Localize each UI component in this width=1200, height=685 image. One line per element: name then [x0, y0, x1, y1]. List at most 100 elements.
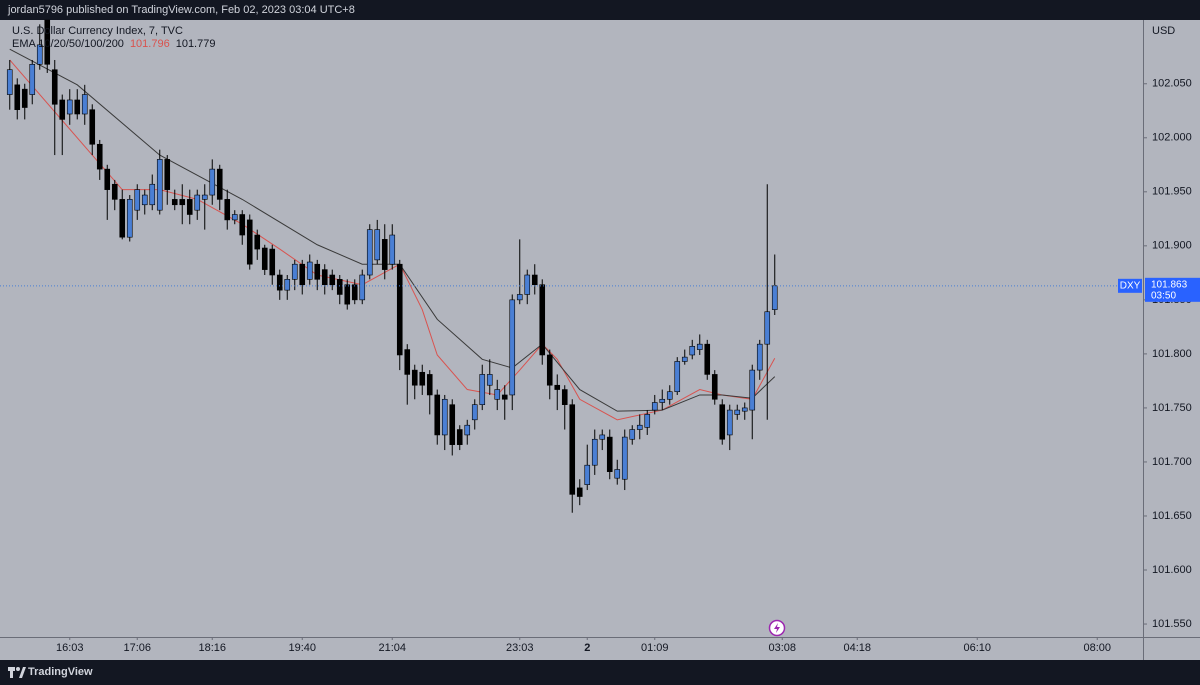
price-tag	[1145, 277, 1200, 302]
candle-body	[666, 391, 673, 400]
lightning-icon	[768, 619, 786, 637]
candle-body	[516, 294, 523, 301]
candle-body	[164, 159, 171, 190]
candle-body	[194, 194, 201, 211]
candle-body	[509, 299, 516, 396]
candle-body	[636, 424, 643, 430]
candle-body	[366, 229, 373, 276]
candle-body	[419, 371, 426, 386]
candle-body	[104, 168, 111, 190]
candle-body	[6, 69, 13, 95]
candle-body	[126, 199, 133, 238]
candle-body	[554, 384, 561, 390]
y-tick-label: 101.800	[1152, 348, 1192, 360]
candle-body	[291, 263, 298, 280]
candle-body	[141, 194, 148, 206]
candle-body	[329, 274, 336, 286]
candle-body	[614, 469, 621, 479]
candle-body	[224, 199, 231, 221]
x-tick-label: 2	[584, 642, 590, 654]
x-tick-label: 04:18	[843, 642, 871, 654]
candle-body	[381, 239, 388, 270]
tradingview-logo	[8, 667, 26, 678]
candle-body	[569, 404, 576, 495]
y-tick-label: 101.950	[1152, 186, 1192, 198]
candle-body	[464, 424, 471, 436]
candle-body	[29, 64, 36, 95]
candle-body	[374, 229, 381, 261]
candle-body	[546, 354, 553, 386]
ema-value: 101.796	[130, 38, 170, 50]
candle-body	[576, 487, 583, 497]
x-tick-label: 01:09	[641, 642, 669, 654]
candle-body	[74, 99, 81, 115]
candle-body	[269, 248, 276, 276]
x-tick-label: 18:16	[198, 642, 226, 654]
candle-body	[351, 284, 358, 301]
x-tick-label: 03:08	[768, 642, 796, 654]
candle-body	[66, 99, 73, 115]
x-tick-label: 16:03	[56, 642, 84, 654]
header-bar	[0, 0, 1200, 20]
y-tick-label: 101.550	[1152, 618, 1192, 630]
candle-body	[261, 247, 268, 270]
candle-body	[411, 369, 418, 386]
candle-body	[561, 389, 568, 405]
candle-body	[171, 199, 178, 206]
indicator-name: EMA 10/20/50/100/200	[12, 38, 124, 50]
candle-body	[456, 429, 463, 445]
candle-body	[396, 263, 403, 356]
candle-body	[531, 274, 538, 286]
candle-body	[726, 409, 733, 436]
candle-body	[284, 279, 291, 291]
candle-body	[501, 394, 508, 400]
candle-body	[149, 183, 156, 206]
candle-body	[471, 404, 478, 421]
candle-body	[389, 234, 396, 265]
chart-background	[0, 20, 1200, 660]
candle-body	[606, 436, 613, 472]
y-tick-label: 101.700	[1152, 456, 1192, 468]
candle-body	[674, 361, 681, 393]
candle-body	[449, 404, 456, 445]
candle-body	[539, 284, 546, 356]
candle-body	[494, 389, 501, 400]
candle-body	[426, 374, 433, 396]
candle-body	[44, 19, 51, 65]
candle-body	[216, 168, 223, 200]
x-tick-label: 17:06	[123, 642, 151, 654]
candle-body	[254, 234, 261, 250]
currency-label: USD	[1152, 25, 1175, 37]
candle-body	[246, 219, 253, 265]
candle-body	[81, 94, 88, 115]
candle-body	[359, 274, 366, 301]
y-tick-label: 101.600	[1152, 564, 1192, 576]
candle-body	[479, 374, 486, 405]
chart-title: U.S. Dollar Currency Index, 7, TVC	[12, 25, 183, 37]
ema-line	[9, 48, 776, 412]
candle-body	[336, 279, 343, 295]
candle-body	[749, 369, 756, 411]
x-tick-label: 21:04	[378, 642, 406, 654]
candle-body	[599, 434, 606, 440]
candle-body	[209, 168, 216, 196]
candle-body	[201, 194, 208, 200]
x-tick-label: 23:03	[506, 642, 534, 654]
candle-body	[584, 464, 591, 485]
candle-body	[404, 349, 411, 375]
legend: EMA 10/20/50/100/200 101.796 101.779	[12, 38, 215, 50]
candle-body	[344, 284, 351, 305]
y-tick-label: 102.000	[1152, 132, 1192, 144]
candle-body	[89, 109, 96, 145]
candle-body	[321, 269, 328, 286]
candle-body	[621, 436, 628, 480]
candle-body	[719, 404, 726, 440]
candle-body	[314, 263, 321, 280]
candle-body	[771, 285, 778, 310]
y-tick-label: 101.900	[1152, 240, 1192, 252]
candle-body	[629, 429, 636, 440]
candle-body	[179, 199, 186, 206]
candle-body	[644, 414, 651, 428]
